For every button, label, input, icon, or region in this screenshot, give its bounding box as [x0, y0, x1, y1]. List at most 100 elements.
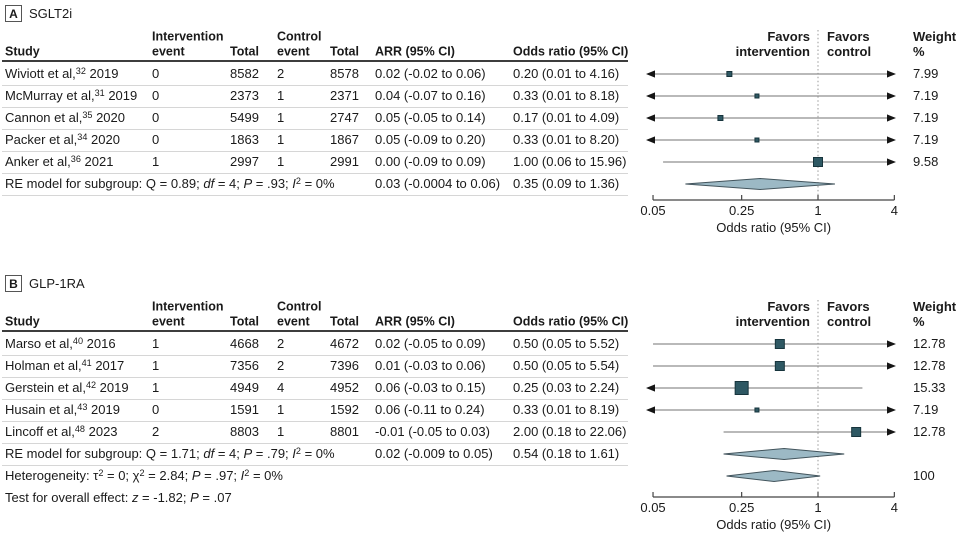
study-cell: Husain et al,43 2019 [5, 402, 120, 418]
arr-cell: 0.06 (-0.11 to 0.24) [375, 402, 485, 418]
control-total-cell: 7396 [330, 358, 359, 374]
col-header-odds-ratio: Odds ratio (95% CI) [513, 313, 629, 328]
control-event-cell: 1 [277, 88, 285, 104]
odds-ratio-cell: 0.17 (0.01 to 4.09) [513, 110, 620, 126]
odds-ratio-cell: 0.54 (0.18 to 1.61) [513, 446, 620, 462]
control-event-cell: 1 [277, 110, 285, 126]
control-total-cell: 8578 [330, 66, 359, 82]
odds-ratio-cell: 0.35 (0.09 to 1.36) [513, 176, 620, 192]
right-arrow-icon [887, 92, 896, 100]
intervention-total-cell: 2373 [230, 88, 259, 104]
left-arrow-icon [646, 114, 655, 122]
or-point-marker [851, 427, 862, 437]
or-point-marker [813, 157, 823, 167]
or-point-marker [774, 339, 785, 349]
overall-effect-label: Test for overall effect: z = -1.82; P = … [5, 490, 232, 506]
panel-letter-b: B [5, 275, 22, 292]
axis-tick-label: 0.05 [640, 500, 666, 516]
col-header-control-event: event [277, 43, 310, 58]
study-cell: McMurray et al,31 2019 [5, 88, 138, 104]
study-cell: Wiviott et al,32 2019 [5, 66, 119, 82]
arr-cell: 0.01 (-0.03 to 0.06) [375, 358, 486, 374]
intervention-event-cell: 0 [152, 402, 160, 418]
axis-tick-label: 0.05 [640, 203, 666, 219]
right-arrow-icon [887, 340, 896, 348]
intervention-total-cell: 8582 [230, 66, 259, 82]
or-point-marker [774, 361, 785, 371]
weight-header: Weight, [913, 299, 956, 315]
axis-tick-label: 1 [814, 500, 822, 516]
axis-title: Odds ratio (95% CI) [716, 517, 832, 533]
axis-tick-label: 1 [814, 203, 822, 219]
odds-ratio-cell: 1.00 (0.06 to 15.96) [513, 154, 627, 170]
study-cell: Cannon et al,35 2020 [5, 110, 126, 126]
intervention-event-cell: 1 [152, 336, 160, 352]
intervention-event-cell: 0 [152, 110, 160, 126]
favors-control-label: control [827, 313, 872, 329]
axis-title: Odds ratio (95% CI) [716, 220, 832, 236]
odds-ratio-cell: 0.33 (0.01 to 8.20) [513, 132, 620, 148]
subgroup-summary-diamond [685, 177, 835, 191]
odds-ratio-cell: 0.25 (0.03 to 2.24) [513, 380, 620, 396]
intervention-total-cell: 1591 [230, 402, 259, 418]
col-header-total: Total [330, 313, 359, 328]
weight-value: 12.78 [913, 336, 946, 352]
weight-value: 12.78 [913, 358, 946, 374]
intervention-event-cell: 1 [152, 154, 160, 170]
left-arrow-icon [646, 136, 655, 144]
intervention-total-cell: 2997 [230, 154, 259, 170]
weight-value: 9.58 [913, 154, 939, 170]
control-event-cell: 2 [277, 336, 285, 352]
weight-value: 12.78 [913, 424, 946, 440]
col-header-intervention-event: event [152, 313, 185, 328]
col-header-control: Control [277, 29, 322, 44]
col-header-total: Total [230, 43, 259, 58]
left-arrow-icon [646, 384, 655, 392]
right-arrow-icon [887, 362, 896, 370]
study-cell: Anker et al,36 2021 [5, 154, 114, 170]
weight-value: 7.19 [913, 88, 939, 104]
arr-cell: 0.02 (-0.009 to 0.05) [375, 446, 493, 462]
control-event-cell: 1 [277, 154, 285, 170]
weight-value: 7.99 [913, 66, 939, 82]
right-arrow-icon [887, 428, 896, 436]
weight-value: 7.19 [913, 402, 939, 418]
col-header-intervention: Intervention [152, 29, 224, 44]
weight-value: 7.19 [913, 110, 939, 126]
arr-cell: 0.02 (-0.05 to 0.09) [375, 336, 486, 352]
or-point-marker [754, 93, 760, 99]
or-point-marker [754, 137, 760, 143]
arr-cell: -0.01 (-0.05 to 0.03) [375, 424, 490, 440]
left-arrow-icon [646, 70, 655, 78]
favors-intervention-label: Favors [767, 29, 810, 45]
right-arrow-icon [887, 114, 896, 122]
col-header-arr: ARR (95% CI) [375, 313, 455, 328]
col-header-intervention: Intervention [152, 299, 224, 314]
favors-control-label: Favors [827, 29, 870, 45]
intervention-total-cell: 4949 [230, 380, 259, 396]
left-arrow-icon [646, 92, 655, 100]
control-total-cell: 1867 [330, 132, 359, 148]
table-header-rule [2, 60, 628, 62]
col-header-control-event: event [277, 313, 310, 328]
row-separator [2, 84, 628, 86]
weight-header: Weight, [913, 29, 956, 45]
panel-letter-a: A [5, 5, 22, 22]
intervention-total-cell: 7356 [230, 358, 259, 374]
intervention-event-cell: 1 [152, 380, 160, 396]
axis-tick-label: 0.25 [729, 203, 755, 219]
col-header-total: Total [230, 313, 259, 328]
left-arrow-icon [646, 406, 655, 414]
or-point-marker [754, 407, 760, 413]
favors-intervention-label: Favors [767, 299, 810, 315]
odds-ratio-cell: 0.33 (0.01 to 8.19) [513, 402, 620, 418]
intervention-event-cell: 0 [152, 88, 160, 104]
weight-value: 15.33 [913, 380, 946, 396]
col-header-study: Study [5, 313, 40, 328]
control-total-cell: 2371 [330, 88, 359, 104]
row-separator [2, 464, 628, 466]
intervention-total-cell: 1863 [230, 132, 259, 148]
row-separator [2, 376, 628, 378]
arr-cell: 0.06 (-0.03 to 0.15) [375, 380, 486, 396]
